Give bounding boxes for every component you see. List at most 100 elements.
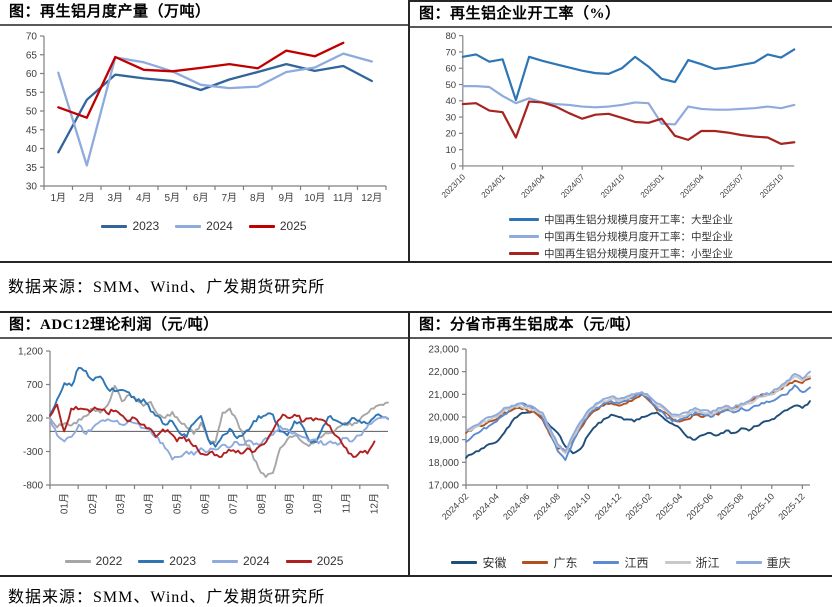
- legend-item: 江西: [593, 554, 649, 571]
- panel-provincial-cost: 图：分省市再生铝成本（元/吨） 17,000 18,000 19,000 20,000…: [408, 313, 832, 575]
- legend-label: 浙江: [695, 556, 720, 570]
- svg-text:2025/01: 2025/01: [639, 172, 666, 199]
- legend-item: 中国再生铝分规模月度开工率：大型企业: [509, 212, 733, 227]
- monthly-production-chart: 30 35 40 45 50 55 60 65 70 1月 2月 3月 4月 5月 6月 7月 8月 9月 10月 1…: [26, 32, 387, 204]
- svg-text:50: 50: [445, 80, 456, 91]
- legend-item: 中国再生铝分规模月度开工率：小型企业: [509, 246, 733, 261]
- legend-item: 广东: [522, 554, 577, 571]
- provincial-cost-legend: 安徽 广东 江西 浙江 重庆: [410, 554, 832, 571]
- svg-text:1月: 1月: [50, 192, 66, 204]
- panel-adc12-profit: 图：ADC12理论利润（元/吨） -800 -300 200 700 1,200 01月 0…: [0, 313, 408, 575]
- legend-label: 2022: [95, 554, 123, 568]
- bottom-chart-row: 图：ADC12理论利润（元/吨） -800 -300 200 700 1,200 01月 0…: [0, 311, 832, 577]
- chart-title-operating-rate: 图：再生铝企业开工率（%）: [410, 2, 832, 28]
- svg-text:21,000: 21,000: [428, 390, 459, 401]
- legend-label: 2024: [206, 219, 233, 233]
- svg-text:700: 700: [26, 380, 43, 391]
- svg-text:09月: 09月: [284, 493, 296, 514]
- legend-line-swatch: [451, 561, 478, 564]
- svg-text:8月: 8月: [250, 192, 266, 204]
- svg-text:2024/07: 2024/07: [559, 172, 586, 199]
- legend-label: 中国再生铝分规模月度开工率：中型企业: [544, 231, 733, 243]
- svg-text:12月: 12月: [368, 493, 380, 514]
- svg-text:6月: 6月: [193, 192, 209, 204]
- svg-text:55: 55: [26, 88, 38, 99]
- svg-text:70: 70: [26, 32, 38, 43]
- legend-label: 2025: [279, 219, 307, 233]
- svg-text:45: 45: [26, 125, 38, 136]
- legend-line-swatch: [509, 235, 539, 238]
- chart-title-monthly-production: 图：再生铝月度产量（万吨）: [0, 0, 408, 26]
- svg-text:70: 70: [445, 47, 456, 58]
- svg-text:3月: 3月: [107, 192, 123, 204]
- operating-rate-legend: 中国再生铝分规模月度开工率：大型企业 中国再生铝分规模月度开工率：中型企业中国再生…: [410, 212, 832, 261]
- legend-line-swatch: [101, 224, 128, 228]
- legend-item: 重庆: [735, 554, 791, 571]
- provincial-cost-chart: 17,000 18,000 19,000 20,000 21,000 22,000 23,0…: [428, 345, 811, 522]
- legend-line-swatch: [64, 559, 91, 563]
- svg-text:2024-08: 2024-08: [532, 491, 562, 521]
- legend-label: 中国再生铝分规模月度开工率：大型企业: [544, 214, 733, 226]
- legend-line-swatch: [522, 561, 549, 564]
- svg-text:2025-02: 2025-02: [623, 491, 653, 521]
- svg-text:07月: 07月: [228, 493, 240, 514]
- svg-text:17,000: 17,000: [428, 481, 459, 492]
- legend-label: 江西: [624, 556, 649, 570]
- top-chart-row: 图：再生铝月度产量（万吨） 30 35 40 45 50 55 60 65 70 1月 2月 3月 4月…: [0, 0, 832, 263]
- legend-label: 2023: [132, 219, 160, 233]
- svg-text:2025/04: 2025/04: [679, 172, 706, 199]
- svg-text:11月: 11月: [333, 192, 353, 204]
- svg-text:30: 30: [445, 112, 456, 123]
- data-source-note-bottom: 数据来源：SMM、Wind、广发期货研究所: [8, 589, 326, 606]
- svg-text:-800: -800: [23, 481, 43, 492]
- legend-item: 浙江: [664, 554, 720, 571]
- legend-label: 2023: [169, 554, 196, 568]
- svg-text:2024-04: 2024-04: [471, 491, 501, 521]
- legend-line-swatch: [212, 559, 238, 563]
- svg-text:10月: 10月: [304, 192, 325, 204]
- svg-text:02月: 02月: [87, 493, 99, 514]
- legend-label: 广东: [553, 556, 578, 570]
- svg-text:23,000: 23,000: [428, 345, 459, 356]
- svg-text:10: 10: [445, 145, 456, 156]
- svg-text:04月: 04月: [143, 493, 155, 514]
- operating-rate-chart: 0 10 20 30 40 50 60 70 80 2023/10 2024/01 2024/04 20…: [440, 31, 796, 200]
- legend-item: 2023: [138, 554, 196, 568]
- adc12-profit-chart: -800 -300 200 700 1,200 01月 02月 03月 04月 05月 06月 07月…: [18, 347, 389, 514]
- svg-text:30: 30: [26, 182, 38, 193]
- legend-label: 重庆: [766, 556, 791, 570]
- svg-text:50: 50: [26, 107, 38, 118]
- svg-text:08月: 08月: [256, 493, 268, 514]
- legend-item: 中国再生铝分规模月度开工率：中型企业: [509, 229, 733, 244]
- legend-line-swatch: [664, 561, 691, 564]
- panel-monthly-production: 图：再生铝月度产量（万吨） 30 35 40 45 50 55 60 65 70 1月 2月 3月 4月…: [0, 0, 408, 261]
- svg-text:7月: 7月: [221, 192, 237, 204]
- svg-text:35: 35: [26, 163, 38, 174]
- legend-line-swatch: [509, 218, 539, 221]
- svg-text:0: 0: [451, 161, 456, 172]
- svg-text:11月: 11月: [340, 493, 352, 513]
- panel-operating-rate: 图：再生铝企业开工率（%） 0 10 20 30 40 50 60 70 80 2023/10 20…: [408, 0, 832, 261]
- svg-text:1,200: 1,200: [18, 347, 43, 358]
- chart-title-provincial-cost: 图：分省市再生铝成本（元/吨）: [410, 313, 832, 339]
- svg-text:2月: 2月: [79, 192, 95, 204]
- legend-item: 2025: [285, 554, 343, 568]
- svg-text:2024/01: 2024/01: [480, 172, 507, 199]
- legend-item: 2025: [248, 219, 307, 233]
- svg-text:2025-12: 2025-12: [776, 491, 806, 521]
- legend-item: 2024: [175, 219, 233, 233]
- legend-item: 2022: [64, 554, 123, 568]
- svg-text:80: 80: [445, 31, 456, 42]
- svg-text:20,000: 20,000: [428, 413, 459, 424]
- svg-text:2024/10: 2024/10: [599, 172, 626, 199]
- svg-text:10月: 10月: [312, 493, 324, 514]
- svg-text:2024/04: 2024/04: [520, 172, 547, 199]
- legend-line-swatch: [248, 224, 275, 228]
- svg-text:03月: 03月: [115, 493, 127, 514]
- adc12-profit-legend: 2022 2023 2024 2025: [0, 554, 408, 568]
- svg-text:06月: 06月: [199, 493, 211, 514]
- svg-text:2024-10: 2024-10: [562, 491, 592, 521]
- svg-text:20: 20: [445, 129, 456, 140]
- svg-text:22,000: 22,000: [428, 367, 459, 378]
- svg-text:60: 60: [445, 64, 456, 75]
